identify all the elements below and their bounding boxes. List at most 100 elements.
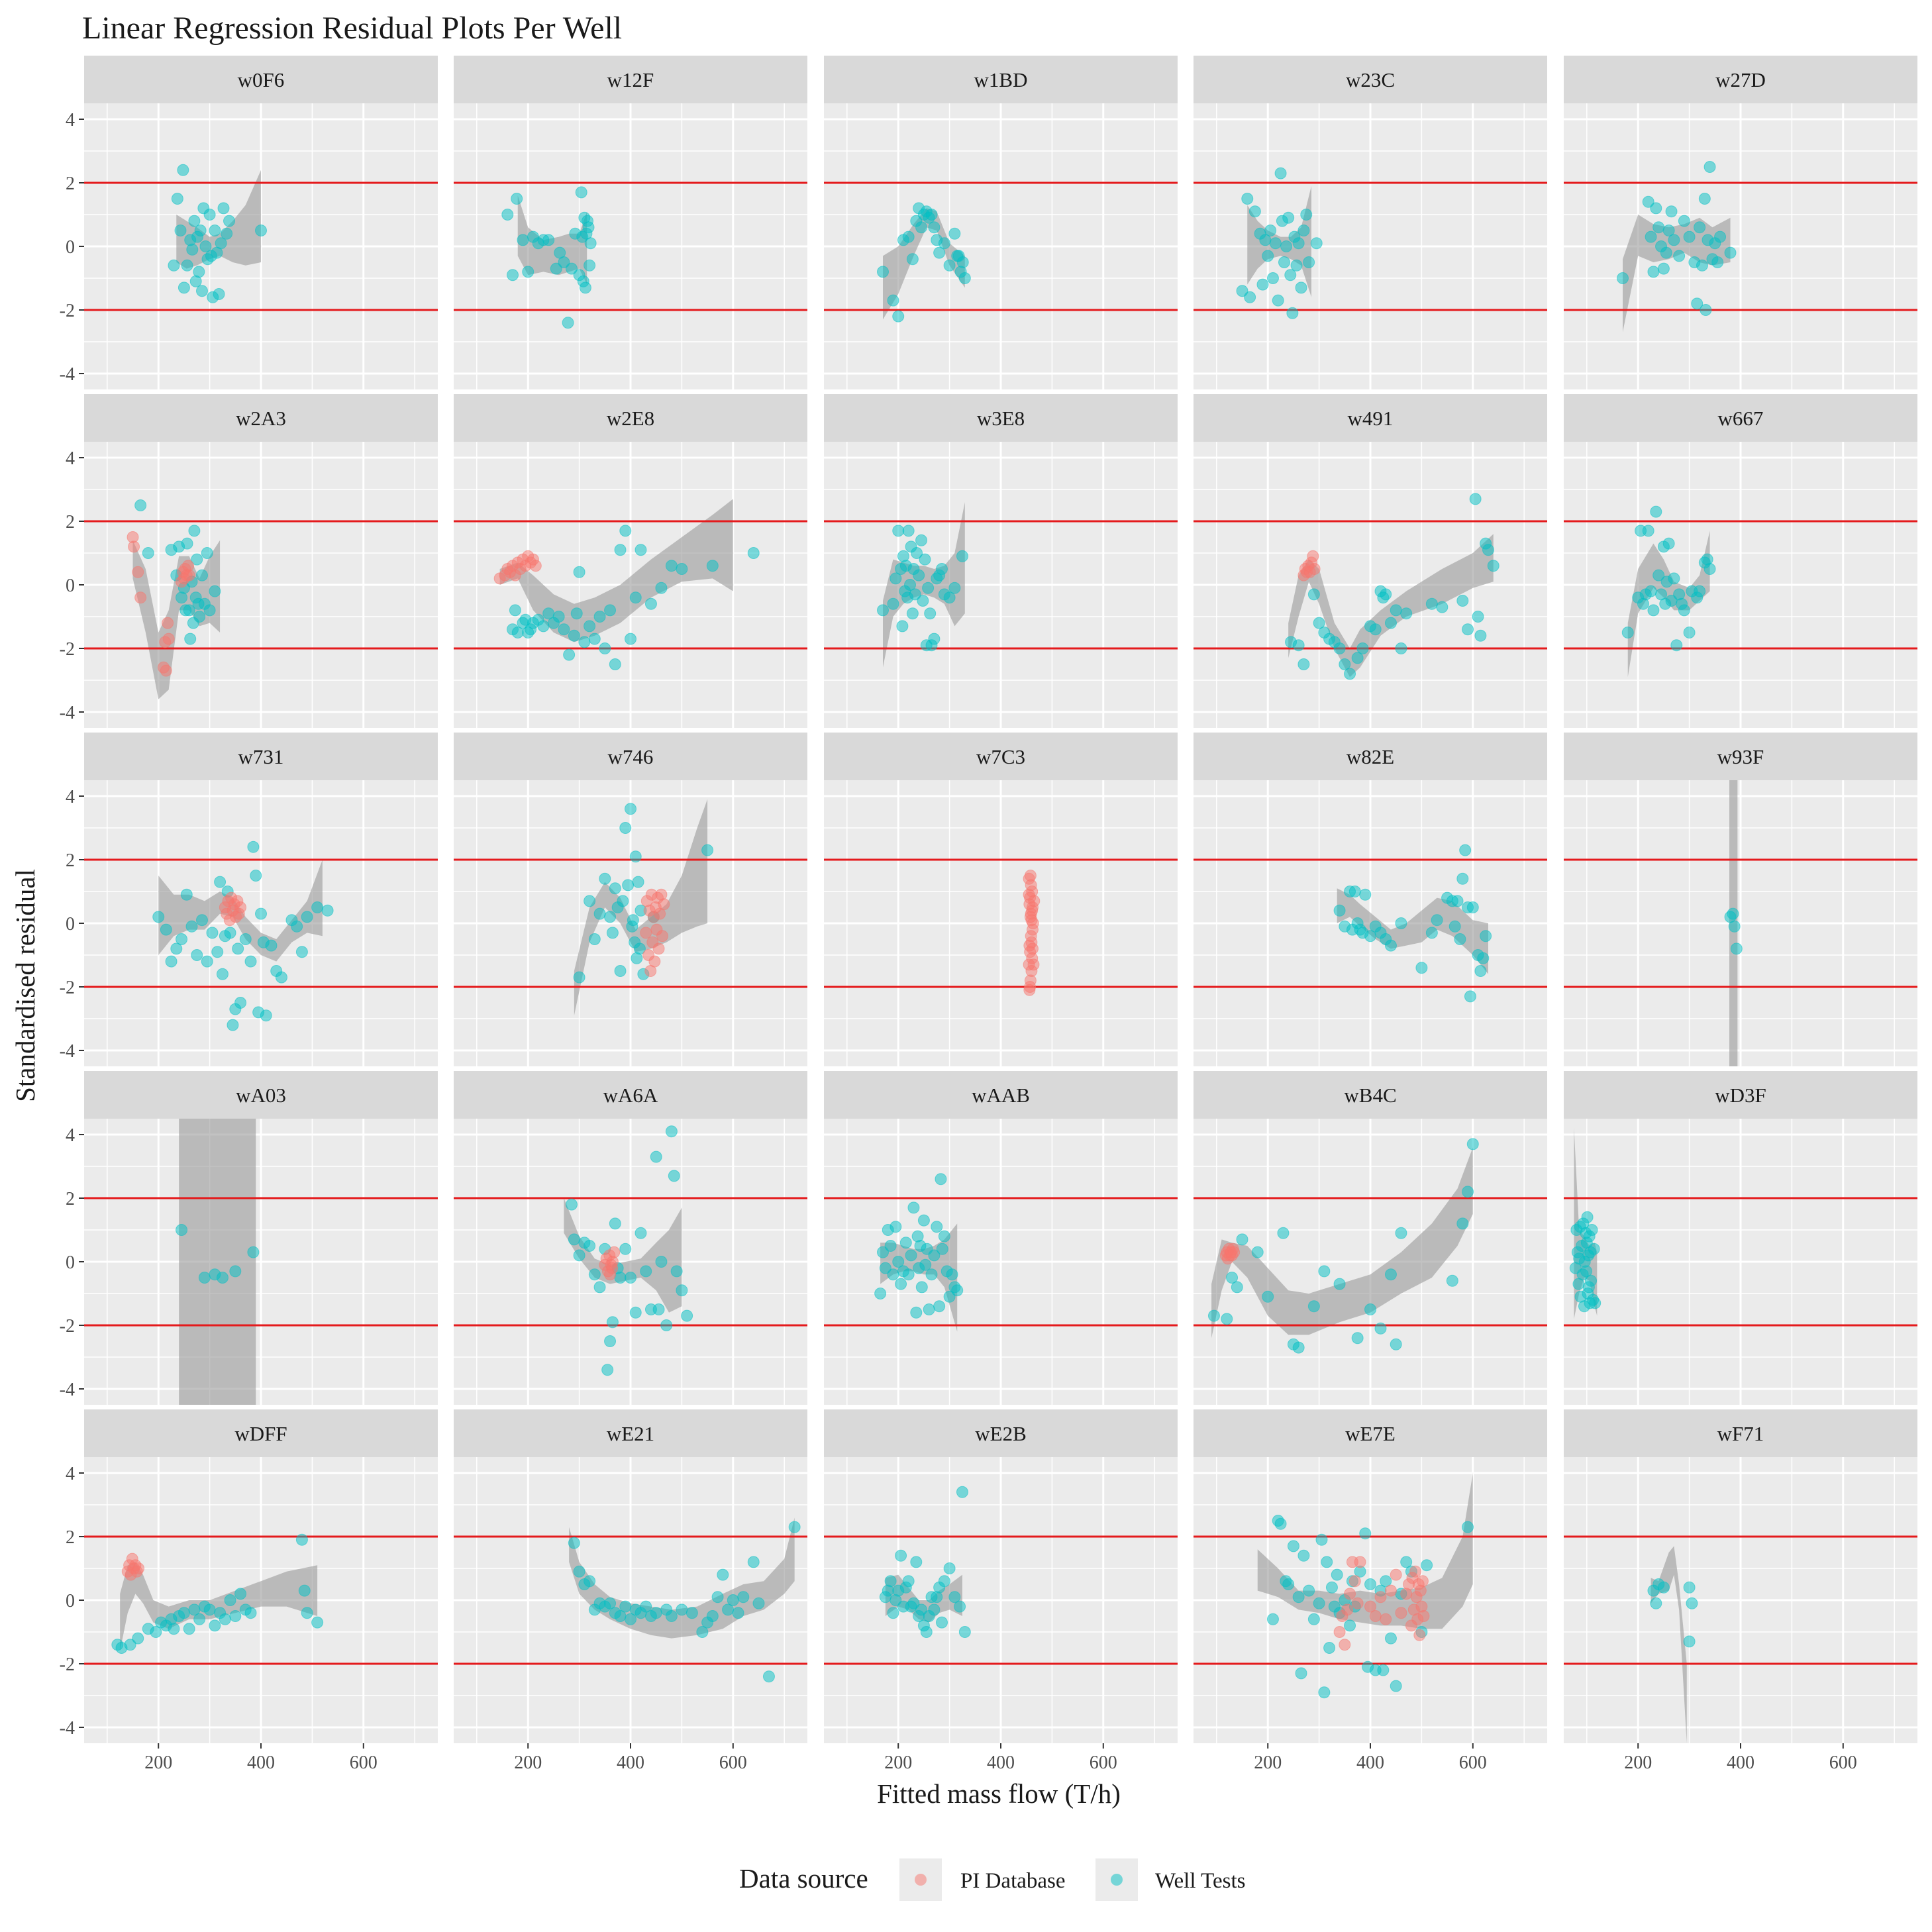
well-test-point: [706, 560, 719, 572]
facet-strip: [84, 394, 438, 442]
well-test-point: [1400, 607, 1413, 620]
well-test-point: [1364, 1303, 1376, 1315]
pi-database-point: [1364, 1600, 1376, 1613]
pi-database-point: [1395, 1607, 1407, 1619]
facet-panel-wa6a: wA6A: [454, 1071, 807, 1405]
well-test-point: [209, 225, 221, 236]
well-test-point: [936, 1243, 948, 1255]
well-test-point: [593, 611, 606, 623]
x-tick-label: 600: [350, 1753, 378, 1773]
well-test-point: [887, 294, 899, 307]
facet-panel-w0f6: w0F6 -4 -2 0 2 4: [60, 56, 438, 389]
pi-database-point: [128, 540, 140, 553]
well-test-point: [168, 259, 180, 272]
well-test-point: [1668, 572, 1680, 585]
well-test-point: [913, 569, 925, 582]
well-test-point: [665, 1610, 678, 1622]
well-test-point: [943, 1290, 956, 1303]
facet-strip: [84, 1409, 438, 1457]
well-test-point: [1588, 1243, 1600, 1255]
facet-panel-w746: w746: [454, 733, 807, 1066]
well-test-point: [604, 1335, 617, 1347]
smooth-ribbon: [574, 799, 708, 1016]
facet-label: wF71: [1717, 1422, 1764, 1445]
well-test-point: [601, 1364, 614, 1376]
y-tick-label: 0: [66, 576, 75, 596]
well-test-point: [895, 1549, 907, 1562]
x-axis-label: Fitted mass flow (T/h): [877, 1778, 1121, 1809]
well-test-point: [958, 1626, 971, 1638]
well-test-point: [568, 1537, 580, 1549]
well-test-point: [203, 604, 216, 617]
plot-content: [824, 1173, 1178, 1332]
x-tick-label: 400: [247, 1753, 275, 1773]
plot-content: [84, 1533, 438, 1665]
well-test-point: [943, 259, 956, 272]
well-test-point: [1290, 259, 1303, 272]
well-test-point: [1297, 1549, 1310, 1562]
well-test-point: [948, 582, 961, 594]
well-test-point: [1446, 1274, 1458, 1287]
well-test-point: [1621, 627, 1634, 638]
facet-label: wE7E: [1345, 1422, 1396, 1445]
well-test-point: [568, 1233, 580, 1246]
smooth-ribbon: [179, 1119, 256, 1405]
well-test-point: [1248, 205, 1261, 218]
well-test-point: [196, 569, 208, 582]
well-test-point: [896, 620, 909, 633]
well-test-point: [181, 259, 193, 272]
well-test-point: [573, 971, 585, 984]
facet-panel-w27d: w27D: [1564, 56, 1917, 389]
well-test-point: [622, 879, 635, 891]
well-test-point: [922, 582, 935, 594]
x-tick-label: 600: [719, 1753, 747, 1773]
well-test-point: [1477, 952, 1490, 964]
y-tick-label: 0: [66, 237, 75, 258]
well-test-point: [1425, 927, 1438, 939]
well-test-point: [1384, 617, 1397, 629]
well-test-point: [625, 803, 636, 815]
well-test-point: [1425, 597, 1438, 610]
well-test-point: [599, 872, 611, 885]
well-test-point: [609, 658, 621, 670]
well-test-point: [925, 209, 938, 221]
well-test-point: [928, 633, 941, 645]
well-test-point: [614, 544, 627, 556]
well-test-point: [752, 1597, 765, 1609]
pi-database-point: [648, 955, 661, 968]
well-test-point: [142, 547, 154, 559]
well-test-point: [1395, 642, 1407, 654]
y-tick-label: 2: [66, 174, 75, 194]
well-test-point: [906, 607, 919, 620]
well-test-point: [933, 246, 946, 259]
facet-panel-wb4c: wB4C: [1194, 1071, 1547, 1405]
well-test-point: [174, 225, 187, 236]
plot-content: [1564, 1535, 1917, 1743]
well-test-point: [573, 1249, 585, 1262]
well-test-point: [1321, 1556, 1333, 1568]
well-test-point: [180, 888, 193, 901]
facet-panel-w7c3: w7C3: [824, 733, 1178, 1066]
facet-strip: [1564, 1409, 1917, 1457]
pi-database-point: [1417, 1610, 1430, 1622]
well-test-point: [568, 629, 580, 642]
pi-database-point: [134, 591, 147, 604]
well-test-point: [1333, 904, 1346, 917]
well-test-point: [1390, 1680, 1402, 1692]
well-test-point: [1351, 1332, 1364, 1345]
well-test-point: [954, 1600, 966, 1613]
well-test-point: [1313, 617, 1325, 629]
facet-strip: [824, 1071, 1178, 1119]
facet-strip: [454, 1071, 807, 1119]
facet-strip: [454, 1409, 807, 1457]
well-test-point: [1303, 1584, 1315, 1597]
legend-key-well-tests: [1111, 1874, 1123, 1886]
facet-panel-wdff: wDFF -4 -2 0 2 4 200 400 600: [60, 1409, 438, 1773]
y-tick-label: 0: [66, 1252, 75, 1273]
well-test-point: [609, 1217, 621, 1230]
well-test-point: [1668, 234, 1680, 246]
facet-label: w7C3: [976, 745, 1025, 768]
well-test-point: [614, 1272, 627, 1284]
well-test-point: [196, 914, 208, 927]
